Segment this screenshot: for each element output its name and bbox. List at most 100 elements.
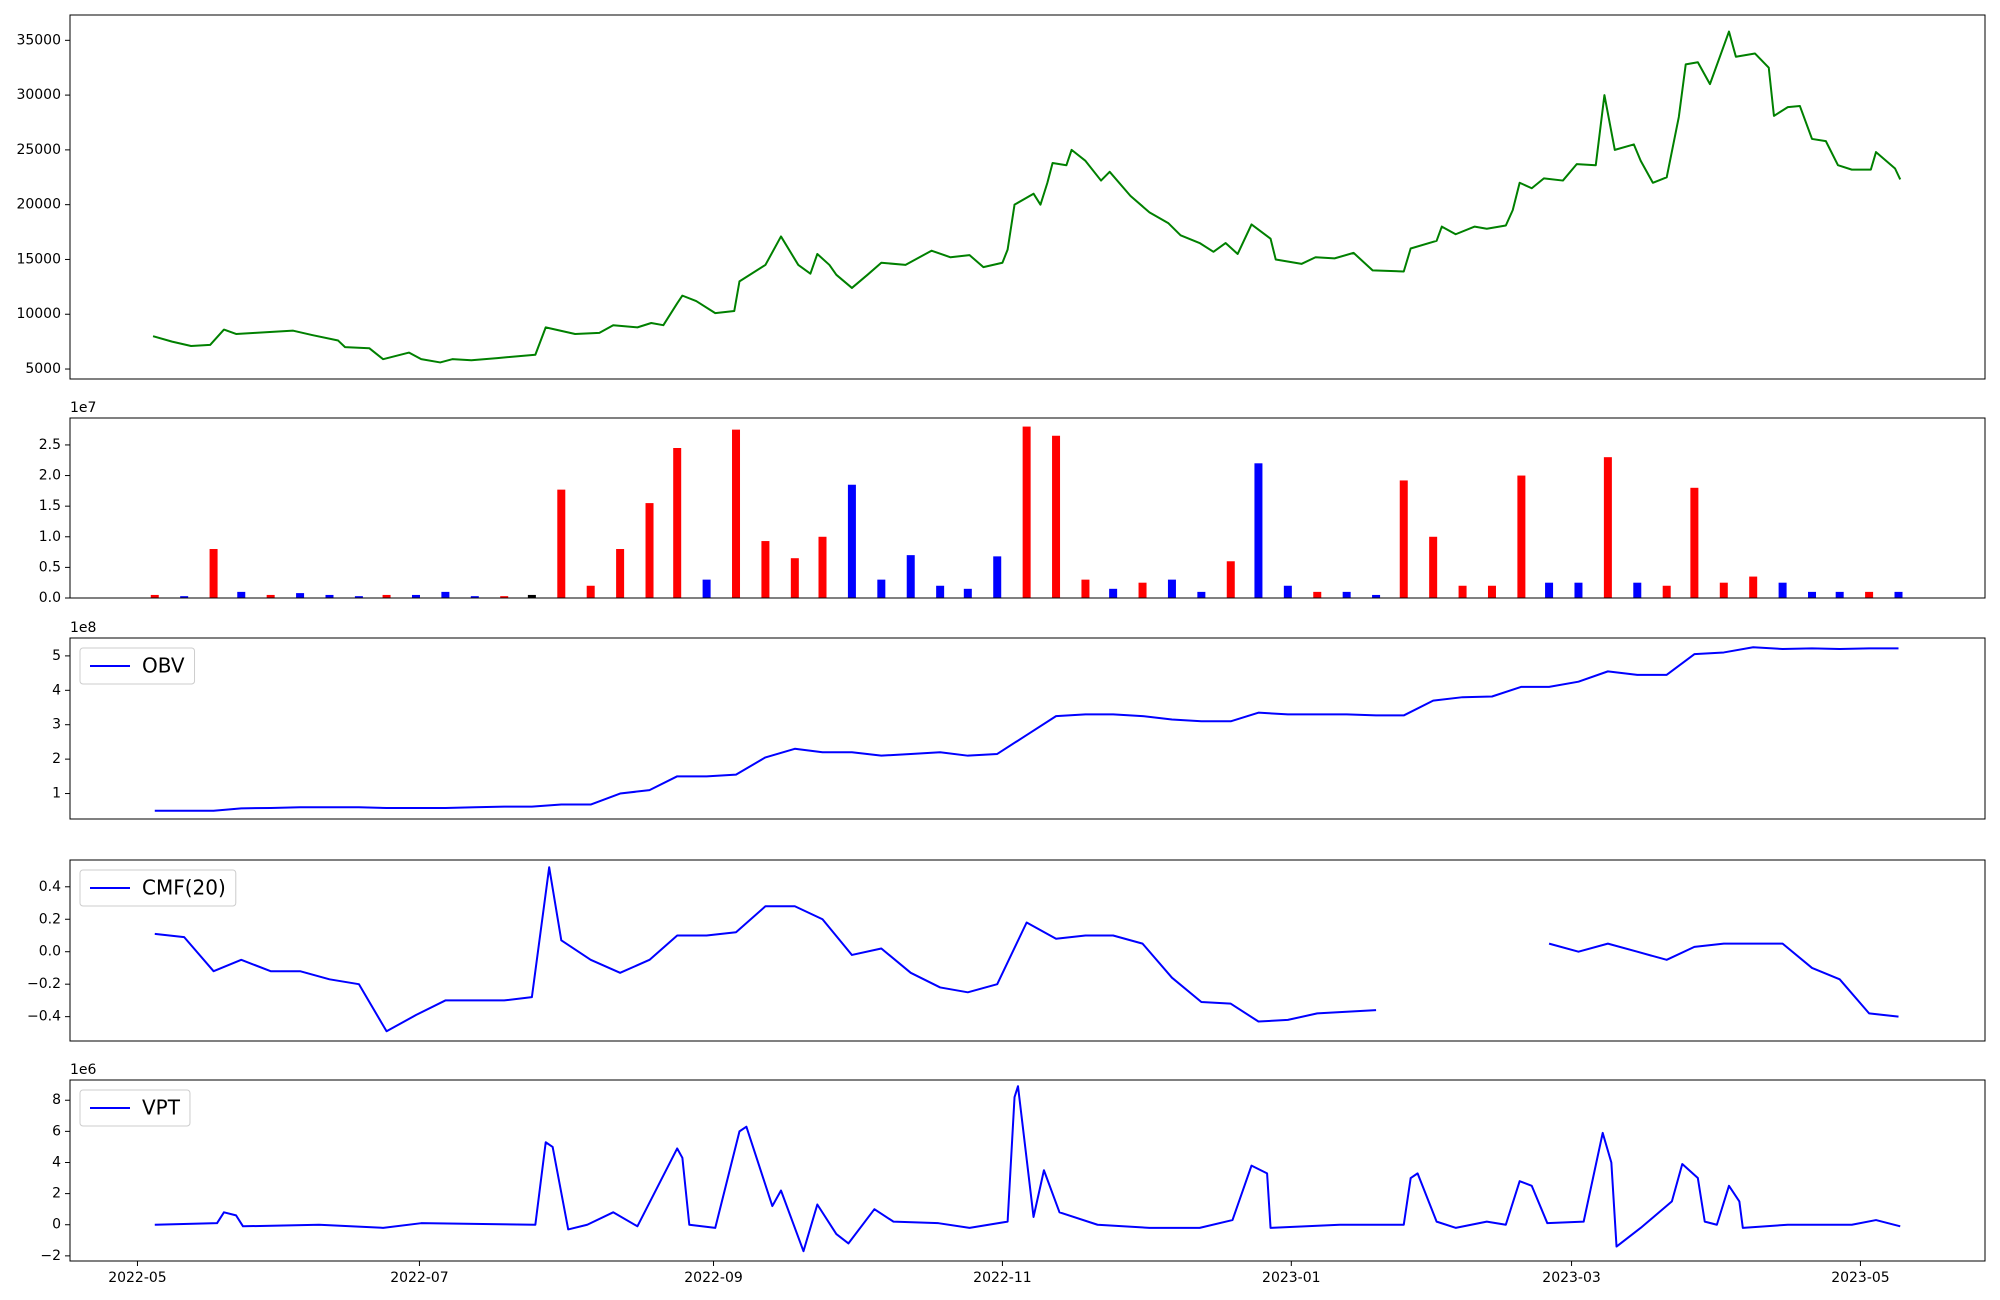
volume-bar (1197, 591, 1206, 598)
y-offset-label: 1e6 (70, 1062, 97, 1078)
volume-bar (1662, 585, 1671, 598)
y-tick-label: 0 (52, 1217, 61, 1233)
series-line (154, 646, 1899, 812)
x-tick-label: 2023-05 (1831, 1270, 1890, 1286)
volume-bar (993, 556, 1002, 598)
series-line (154, 866, 1899, 1033)
y-tick-label: 4 (52, 682, 61, 698)
volume-bar (1633, 582, 1642, 598)
y-tick-label: 20000 (16, 197, 61, 213)
y-tick-label: 10000 (16, 306, 61, 322)
y-tick-label: 0.4 (39, 879, 61, 895)
volume-bar (180, 596, 189, 598)
volume-bar (1138, 582, 1147, 598)
x-tick-label: 2022-11 (973, 1270, 1032, 1286)
y-tick-label: 0.2 (39, 911, 61, 927)
y-tick-label: 15000 (16, 251, 61, 267)
volume-bar (1372, 594, 1381, 598)
x-tick-label: 2022-07 (390, 1270, 449, 1286)
volume-bar (1226, 561, 1235, 598)
volume-bar (1313, 591, 1322, 598)
y-tick-label: 6 (52, 1123, 61, 1139)
y-tick-label: 0.0 (39, 590, 61, 606)
axes-frame (69, 1079, 1986, 1262)
volume-bar (1835, 591, 1844, 598)
volume-bar (1429, 536, 1438, 598)
axes-frame (69, 417, 1986, 599)
y-tick-label: 3 (52, 717, 61, 733)
x-tick-label: 2022-05 (108, 1270, 167, 1286)
volume-bar (963, 588, 972, 598)
volume-bar (1487, 585, 1496, 598)
volume-bar (325, 594, 334, 598)
volume-bar (1517, 475, 1526, 598)
volume-bar (732, 429, 741, 598)
y-tick-label: 2.5 (39, 437, 61, 453)
y-tick-label: 5000 (25, 361, 61, 377)
volume-bar (382, 594, 391, 598)
legend-label: OBV (142, 654, 185, 678)
volume-bar (1109, 588, 1118, 598)
volume-bar (586, 585, 595, 598)
y-tick-label: −2 (40, 1248, 61, 1264)
volume-bar (847, 484, 856, 598)
volume-bar (1690, 487, 1699, 598)
y-tick-label: 2.0 (39, 468, 61, 484)
volume-bar (1719, 582, 1728, 598)
volume-bar (1574, 582, 1583, 598)
volume-bar (616, 549, 625, 598)
volume-bar (296, 593, 305, 598)
volume-bar (1545, 582, 1554, 598)
y-tick-label: 2 (52, 1186, 61, 1202)
x-tick-label: 2022-09 (684, 1270, 743, 1286)
x-tick-label: 2023-01 (1262, 1270, 1321, 1286)
volume-bar (645, 503, 654, 598)
volume-bar (411, 594, 420, 598)
volume-bar (761, 541, 770, 598)
y-tick-label: 25000 (16, 142, 61, 158)
volume-bar (1778, 582, 1787, 598)
legend-label: CMF(20) (142, 876, 226, 900)
y-tick-label: 1.0 (39, 529, 61, 545)
legend-box (79, 647, 196, 685)
x-tick-label: 2023-03 (1542, 1270, 1601, 1286)
volume-bar (1603, 457, 1612, 598)
volume-bar (673, 448, 682, 598)
y-tick-label: −0.2 (27, 976, 61, 992)
axes-frame (69, 637, 1986, 820)
volume-bar (470, 596, 479, 598)
y-tick-label: 0.5 (39, 559, 61, 575)
series-line (154, 1085, 1901, 1253)
volume-bar (1808, 591, 1817, 598)
y-offset-label: 1e7 (70, 400, 96, 416)
volume-bar (266, 594, 275, 598)
volume-bar (1399, 480, 1408, 598)
volume-bar (1052, 435, 1061, 598)
y-tick-label: 4 (52, 1154, 61, 1170)
y-tick-label: 2 (52, 751, 61, 767)
volume-bar (1458, 585, 1467, 598)
volume-bar (209, 549, 218, 598)
volume-bar (441, 591, 450, 598)
volume-bar (1342, 591, 1351, 598)
axes-frame (69, 14, 1986, 380)
volume-bar (936, 585, 945, 598)
volume-bar (906, 555, 915, 598)
volume-bar (1254, 463, 1263, 598)
volume-bar (150, 594, 159, 598)
volume-bar (500, 596, 509, 598)
volume-bar (790, 558, 799, 598)
volume-bar (1283, 585, 1292, 598)
volume-bar (818, 536, 827, 598)
y-tick-label: 30000 (16, 87, 61, 103)
series-line (152, 30, 1902, 364)
legend-box (79, 1089, 191, 1127)
y-tick-label: 35000 (16, 32, 61, 48)
volume-bar (702, 579, 711, 598)
y-tick-label: 1 (52, 786, 61, 802)
volume-bar (527, 594, 536, 598)
volume-bar (557, 489, 566, 598)
volume-bar (877, 579, 886, 598)
volume-bar (1865, 591, 1874, 598)
